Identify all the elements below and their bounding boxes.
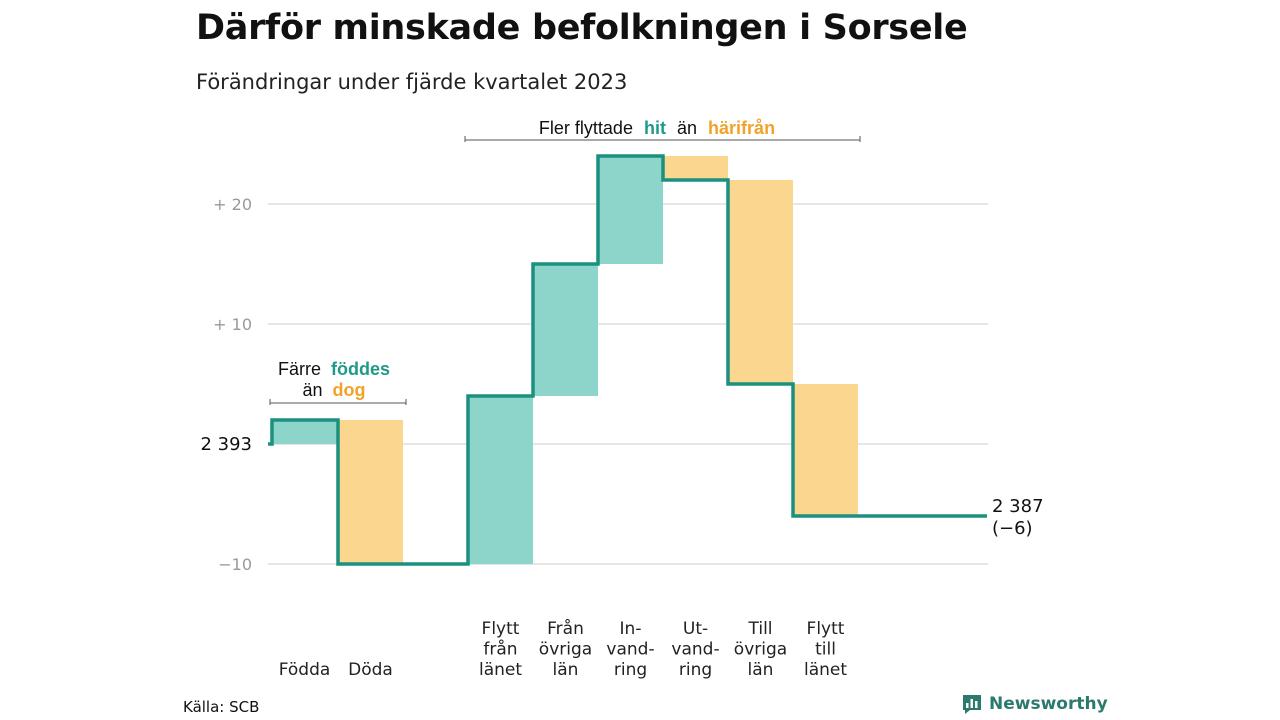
bar-1: [338, 420, 403, 564]
y-tick-label-3: −10: [218, 555, 252, 574]
category-label-4-2: ring: [614, 660, 647, 680]
category-label-7-2: länet: [804, 660, 847, 680]
moves-annotation: Fler flyttade hit än härifrån: [464, 118, 861, 142]
y-tick-label-1: + 10: [213, 315, 252, 334]
births-ann-line3a: än: [302, 380, 322, 400]
source-note: Källa: SCB: [183, 698, 260, 716]
category-label-7-1: till: [815, 640, 836, 660]
births-annotation: Färre föddes än dog: [269, 359, 407, 405]
chart-title: Därför minskade befolkningen i Sorsele: [196, 8, 968, 48]
svg-text:Fler flyttade hit: Fler flyttade hit än härifrån: [539, 118, 775, 138]
births-ann-line3b: dog: [333, 380, 366, 400]
end-value-label-1: (−6): [992, 518, 1033, 539]
category-label-3-0: Från: [547, 618, 584, 639]
category-label-6-0: Till: [747, 619, 772, 639]
moves-ann-d: härifrån: [708, 118, 775, 138]
category-label-7-0: Flytt: [807, 619, 845, 639]
cumulative-step-line: [268, 154, 987, 566]
bar-7: [793, 384, 858, 516]
moves-ann-a: Fler flyttade: [539, 118, 633, 138]
bar-0: [272, 420, 337, 444]
bar-4: [598, 156, 663, 264]
category-label-5-0: Ut-: [683, 619, 708, 639]
moves-ann-c: än: [677, 118, 697, 138]
bar-2: [468, 396, 533, 564]
bar-3: [533, 264, 598, 396]
moves-ann-b: hit: [644, 118, 666, 138]
category-label-4-0: In-: [620, 619, 642, 639]
category-label-5-1: vand-: [671, 640, 719, 660]
y-tick-label-2: 2 393: [200, 434, 252, 455]
bar-6: [728, 180, 793, 384]
category-label-3-2: län: [553, 660, 579, 680]
births-ann-line2: föddes: [331, 359, 390, 379]
category-label-2-2: länet: [479, 660, 522, 680]
category-label-0-0: Födda: [279, 660, 331, 680]
newsworthy-logo: Newsworthy: [961, 693, 1108, 715]
end-value-label-0: 2 387: [992, 496, 1044, 517]
births-ann-line1: Färre: [278, 359, 321, 379]
y-tick-label-0: + 20: [213, 195, 252, 214]
category-label-5-2: ring: [679, 660, 712, 680]
category-label-2-1: från: [483, 639, 517, 660]
category-label-6-1: övriga: [734, 640, 787, 660]
step-line-layer: [268, 154, 987, 566]
category-label-3-1: övriga: [539, 640, 592, 660]
category-label-6-2: län: [748, 660, 774, 680]
logo-text: Newsworthy: [989, 694, 1108, 714]
category-label-1-0: Döda: [348, 660, 393, 680]
svg-text:än dog: än dog: [302, 380, 365, 400]
bar-layer: [272, 156, 858, 564]
bar-5: [663, 156, 728, 180]
chart-subtitle: Förändringar under fjärde kvartalet 2023: [196, 70, 628, 94]
category-label-2-0: Flytt: [482, 619, 520, 639]
category-label-4-1: vand-: [606, 640, 654, 660]
bar-chart-speech-icon: [963, 695, 981, 714]
svg-text:Färre föddes: Färre föddes: [278, 359, 390, 379]
